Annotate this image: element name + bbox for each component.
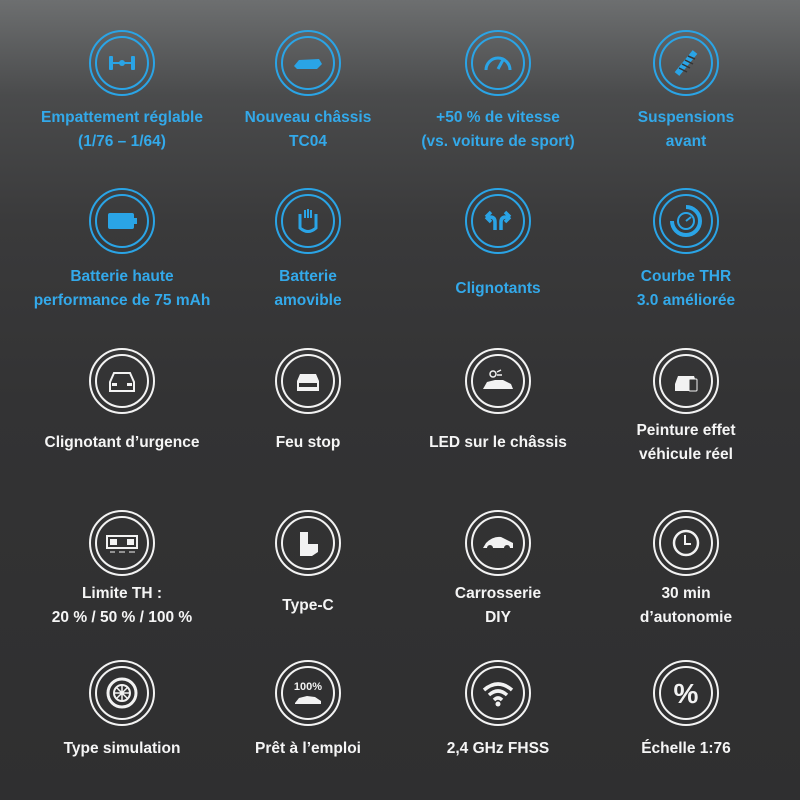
feature-label: Type simulation [63, 740, 181, 757]
svg-text:%: % [674, 678, 699, 709]
throttle-limit-switch-icon [89, 510, 155, 576]
wheelbase-axle-icon [89, 30, 155, 96]
battery-plug-icon [275, 188, 341, 254]
clock-icon [653, 510, 719, 576]
car-led-icon [465, 348, 531, 414]
car-rear-brake-icon [275, 348, 341, 414]
svg-text:100%: 100% [294, 681, 322, 693]
throttle-curve-icon [653, 188, 719, 254]
ready-to-run-100-icon: 100% [275, 660, 341, 726]
chassis-icon [275, 30, 341, 96]
percent-icon: % [653, 660, 719, 726]
feature-label: Clignotant d’urgence [44, 434, 200, 451]
feature-label: Clignotants [455, 280, 541, 297]
feature-label: Type-C [282, 597, 334, 614]
feature-label: Limite TH : 20 % / 50 % / 100 % [51, 585, 193, 626]
car-front-hazard-icon [89, 348, 155, 414]
feature-label: Feu stop [275, 434, 341, 451]
feature-label: Carrosserie DIY [454, 585, 542, 626]
tire-icon [89, 660, 155, 726]
feature-label: Suspensions avant [637, 109, 735, 150]
wifi-signal-icon [465, 660, 531, 726]
feature-label: Échelle 1:76 [641, 740, 731, 757]
feature-label: 30 min d’autonomie [639, 585, 733, 626]
spring-icon [653, 30, 719, 96]
feature-label: Batterie haute performance de 75 mAh [33, 268, 211, 309]
car-paint-icon [653, 348, 719, 414]
turn-arrows-icon [465, 188, 531, 254]
usb-c-icon [275, 510, 341, 576]
feature-label: Peinture effet véhicule réel [636, 422, 736, 463]
feature-label: LED sur le châssis [429, 434, 567, 451]
feature-label: Empattement réglable (1/76 – 1/64) [41, 109, 203, 150]
car-body-icon [465, 510, 531, 576]
speedometer-icon [465, 30, 531, 96]
feature-label: +50 % de vitesse (vs. voiture de sport) [421, 109, 575, 150]
feature-label: Batterie amovible [274, 268, 342, 309]
feature-label: Prêt à l’emploi [255, 740, 361, 757]
battery-icon [89, 188, 155, 254]
feature-label: 2,4 GHz FHSS [446, 740, 550, 757]
feature-label: Nouveau châssis TC04 [244, 109, 372, 150]
feature-label: Courbe THR 3.0 améliorée [636, 268, 736, 309]
